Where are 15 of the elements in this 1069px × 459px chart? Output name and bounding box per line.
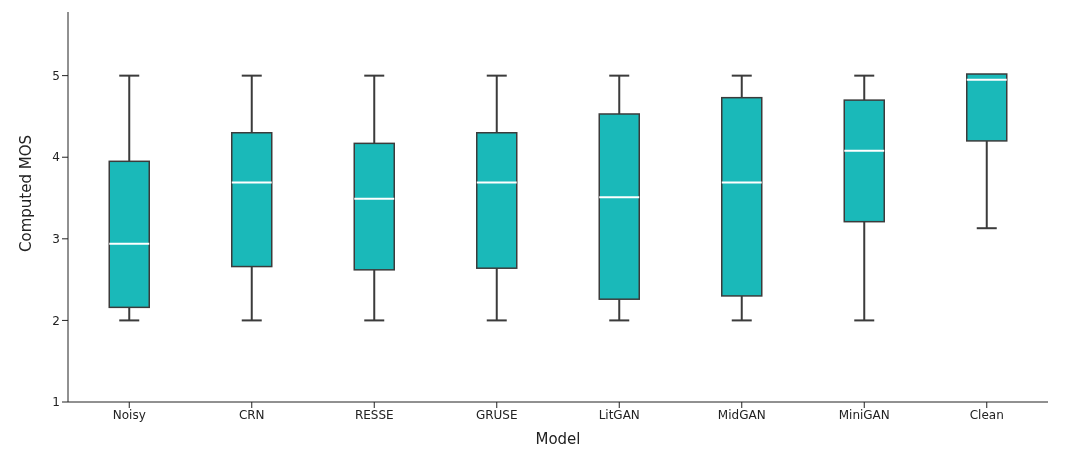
y-tick-label: 4 [52,150,60,165]
x-tick-label: GRUSE [475,407,518,422]
x-tick-label: LitGAN [598,407,640,422]
y-axis-title: Computed MOS [17,135,36,252]
x-tick-label: MidGAN [717,407,766,422]
x-tick-label: Noisy [112,407,146,422]
y-tick-label: 1 [52,395,60,410]
x-tick-label: Clean [969,407,1004,422]
y-tick-label: 5 [52,68,60,83]
x-tick-label: RESSE [354,407,394,422]
x-axis-title: Model [535,430,581,448]
y-tick-label: 2 [52,313,60,328]
x-tick-label: MiniGAN [838,407,890,422]
x-tick-label: CRN [238,407,265,422]
y-tick-label: 3 [52,232,60,247]
